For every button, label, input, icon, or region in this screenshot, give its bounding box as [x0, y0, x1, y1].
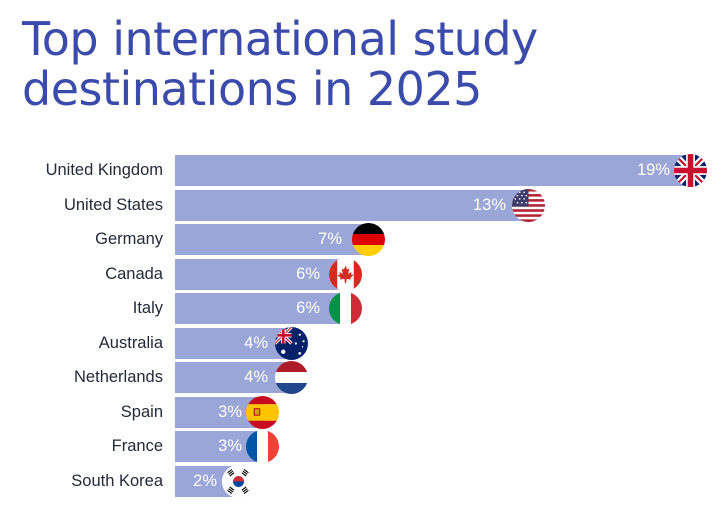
category-label: Germany — [95, 230, 163, 248]
uk-flag-icon — [674, 154, 707, 187]
value-label: 3% — [218, 402, 242, 421]
category-label: Netherlands — [74, 368, 163, 386]
bar — [175, 293, 347, 324]
us-flag-icon — [512, 188, 545, 222]
value-label: 19% — [636, 161, 670, 179]
value-label: 2% — [193, 471, 217, 490]
value-label: 6% — [296, 264, 320, 283]
value-label: 4% — [244, 368, 268, 386]
italy-flag-icon — [329, 292, 362, 325]
category-label: France — [111, 437, 163, 455]
bar — [175, 327, 293, 359]
category-label: Australia — [98, 333, 163, 352]
bar-row-united-kingdom: United Kingdom 19% — [0, 154, 726, 187]
category-label: United Kingdom — [45, 161, 163, 179]
bar-row-spain: Spain 3% — [0, 395, 726, 429]
australia-flag-icon — [275, 326, 308, 360]
bar-row-netherlands: Netherlands 4% — [0, 361, 726, 394]
chart-title: Top international study destinations in … — [22, 14, 538, 114]
category-label: United States — [63, 195, 163, 214]
bar — [175, 189, 530, 221]
bar-row-south-korea: South Korea 2% — [0, 464, 726, 498]
category-label: Canada — [105, 264, 163, 283]
category-label: Spain — [120, 402, 163, 421]
bar — [175, 224, 370, 255]
chart-title-line-2: destinations in 2025 — [22, 62, 482, 116]
netherlands-flag-icon — [275, 361, 308, 394]
bar-row-australia: Australia 4% — [0, 326, 726, 360]
value-label: 3% — [218, 437, 242, 455]
value-label: 4% — [244, 333, 268, 352]
spain-flag-icon — [246, 395, 279, 429]
france-flag-icon — [246, 430, 279, 463]
canada-flag-icon — [329, 257, 362, 291]
bar-row-france: France 3% — [0, 430, 726, 463]
south-korea-flag-icon — [222, 464, 255, 498]
category-label: South Korea — [71, 471, 163, 490]
bar-row-italy: Italy 6% — [0, 292, 726, 325]
bar-row-united-states: United States 13% — [0, 188, 726, 222]
bar — [175, 258, 347, 290]
value-label: 7% — [318, 230, 342, 248]
chart-title-line-1: Top international study — [22, 12, 538, 66]
bar-row-canada: Canada 6% — [0, 257, 726, 291]
category-label: Italy — [132, 299, 163, 317]
value-label: 13% — [472, 195, 506, 214]
germany-flag-icon — [352, 223, 385, 256]
bar-row-germany: Germany 7% — [0, 223, 726, 256]
bar — [175, 362, 293, 393]
bar — [175, 155, 692, 186]
value-label: 6% — [296, 299, 320, 317]
